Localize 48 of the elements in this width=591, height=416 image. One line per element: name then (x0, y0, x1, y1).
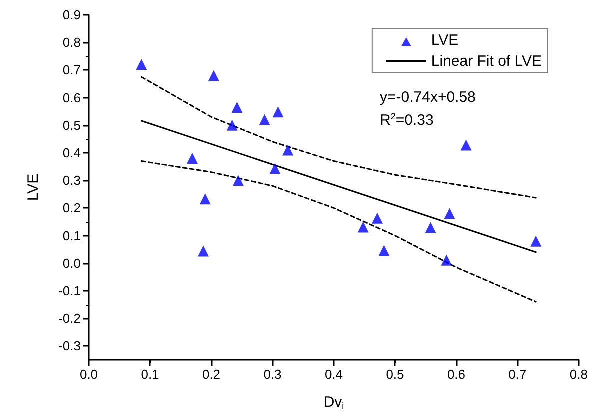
point (200, 194, 211, 205)
point (259, 114, 270, 126)
point (226, 120, 238, 131)
point (208, 70, 220, 82)
annotation: y=-0.74x+0.58 (380, 89, 476, 106)
point (270, 163, 281, 174)
point (198, 246, 210, 257)
x-tick-label: 0.7 (508, 367, 527, 382)
point (378, 245, 390, 256)
point (272, 106, 284, 118)
y-tick-label: 0.6 (62, 90, 81, 106)
y-tick-label: 0.2 (62, 200, 81, 216)
y-tick-label: 0.8 (62, 35, 81, 50)
y-tick-label: 0.7 (62, 62, 81, 78)
y-tick-label: 0.3 (62, 173, 81, 188)
point (358, 222, 369, 233)
point (282, 144, 294, 156)
point (372, 212, 383, 224)
x-tick-label: 0.4 (324, 367, 344, 382)
point (441, 254, 452, 266)
x-tick-label: 0.1 (141, 367, 160, 382)
x-tick-label: 0.0 (80, 367, 98, 382)
line-series (140, 76, 537, 199)
y-tick-label: 0.1 (62, 228, 81, 244)
legend-label: LVE (431, 32, 459, 49)
y-tick-label: 0.0 (62, 256, 81, 271)
y-tick-label: -0.2 (58, 311, 81, 326)
x-tick-label: 0.2 (202, 367, 221, 382)
y-axis-title: LVE (25, 174, 42, 202)
point (425, 222, 436, 234)
y-tick-label: -0.3 (58, 338, 81, 354)
y-tick-label: 0.5 (62, 118, 81, 133)
line-series (140, 160, 537, 303)
point (444, 208, 456, 220)
point (460, 140, 472, 151)
point (187, 153, 198, 164)
y-tick-label: -0.1 (58, 284, 81, 298)
x-tick-label: 0.6 (447, 367, 466, 382)
x-tick-label: 0.8 (570, 367, 588, 382)
x-tick-label: 0.5 (386, 367, 404, 382)
point (530, 236, 542, 247)
legend-label: Linear Fit of LVE (431, 53, 542, 70)
point (232, 102, 243, 113)
y-tick-label: 0.4 (62, 146, 81, 160)
point (232, 175, 244, 186)
y-tick-label: 0.9 (62, 8, 81, 22)
x-tick-label: 0.3 (264, 367, 282, 382)
point (136, 59, 148, 70)
